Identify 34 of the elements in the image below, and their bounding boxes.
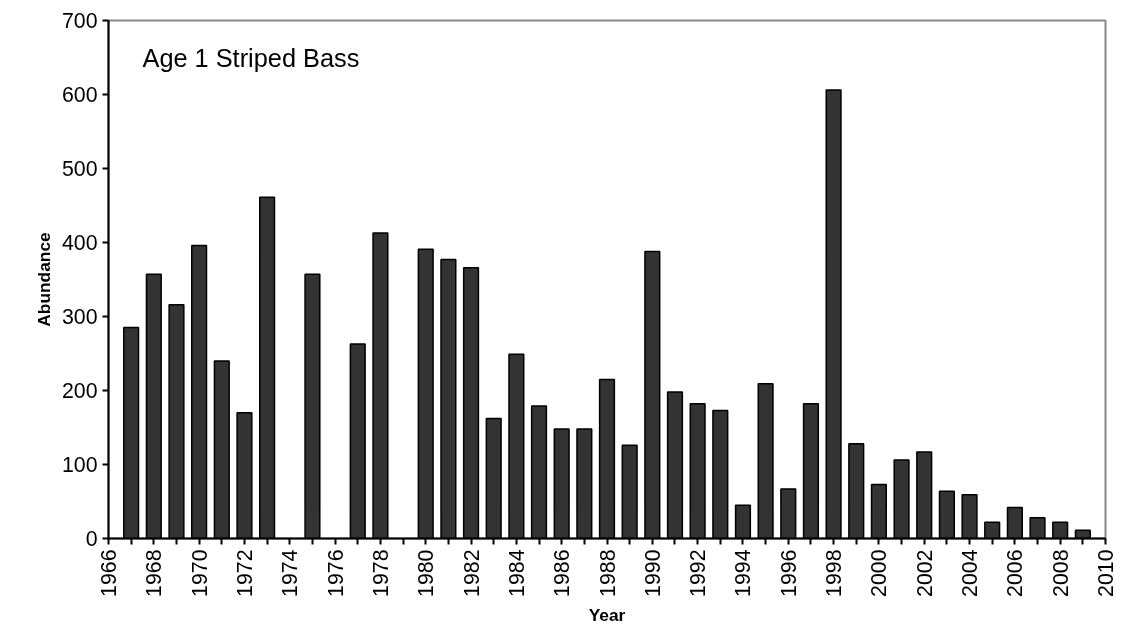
x-tick-label: 1994 [731,549,756,597]
x-tick-label: 1996 [776,549,801,597]
x-tick-label: 2010 [1094,549,1118,597]
y-tick-label: 600 [61,83,98,107]
x-tick-label: 1966 [97,549,121,597]
x-tick-label: 1998 [822,549,847,597]
x-tick-label: 2006 [1003,549,1028,597]
x-tick-label: 2004 [958,549,983,597]
x-tick-label: 1970 [187,549,212,597]
x-axis-title: Year [588,604,626,625]
x-tick-label: 1976 [323,549,348,597]
x-tick-label: 1974 [278,549,303,597]
x-tick-label: 1972 [232,549,257,597]
y-tick-label: 700 [61,9,98,33]
x-tick-label: 2000 [867,549,892,597]
x-tick-label: 1968 [142,549,167,597]
x-tick-label: 1984 [504,549,529,597]
x-tick-label: 1980 [414,549,439,597]
x-tick-label: 1992 [686,549,711,597]
x-tick-label: 2008 [1048,549,1073,597]
y-axis-title: Abundance [33,231,54,327]
y-tick-label: 100 [61,453,98,477]
x-tick-label: 1982 [459,549,484,597]
text: Age 1 Striped Bass [142,43,360,72]
y-tick-label: 300 [61,305,98,329]
x-tick-label: 1988 [595,549,620,597]
y-tick-label: 0 [85,527,98,551]
x-tick-label: 1978 [368,549,393,597]
x-tick-label: 2002 [912,549,937,597]
x-tick-label: 1986 [550,549,575,597]
x-tick-label: 1990 [640,549,665,597]
y-tick-label: 400 [61,231,98,255]
y-tick-label: 500 [61,157,98,181]
y-tick-label: 200 [61,379,98,403]
